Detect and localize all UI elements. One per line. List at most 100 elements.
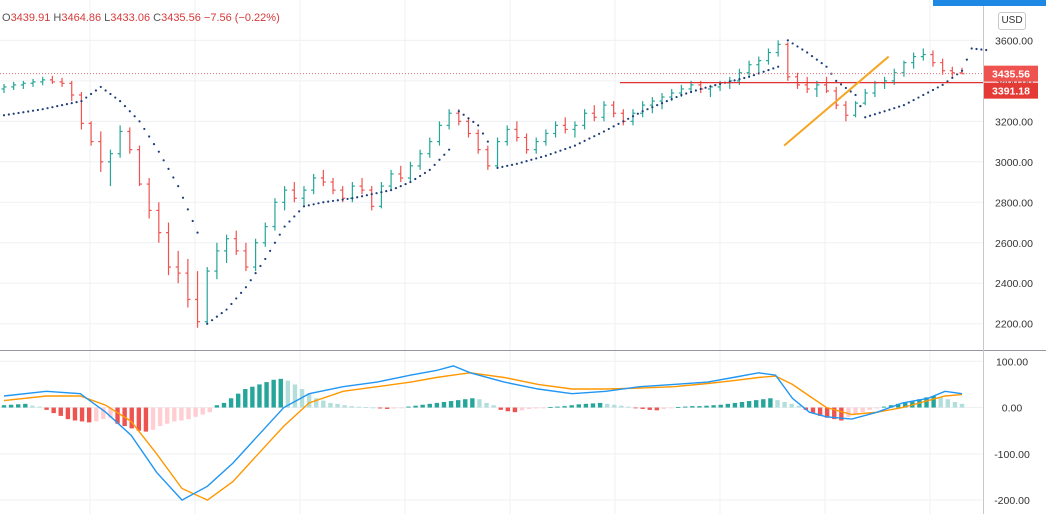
sar-dot bbox=[738, 78, 741, 81]
macd-histogram-bar bbox=[321, 400, 326, 408]
change-value: −7.56 (−0.22%) bbox=[203, 12, 280, 24]
ohlc-bar bbox=[243, 242, 249, 272]
ohlc-bar bbox=[514, 121, 520, 142]
sar-dot bbox=[656, 104, 659, 107]
ohlc-bar bbox=[920, 48, 926, 61]
sar-dot bbox=[902, 104, 906, 107]
macd-histogram-bar bbox=[690, 406, 695, 408]
ohlc-bar bbox=[59, 77, 65, 87]
macd-histogram-bar bbox=[683, 406, 688, 408]
macd-histogram-bar bbox=[8, 404, 14, 408]
macd-histogram-bar bbox=[427, 403, 432, 408]
macd-tick-label: 100.00 bbox=[996, 356, 1028, 368]
sar-dot bbox=[704, 86, 707, 89]
ohlc-bar bbox=[320, 169, 326, 187]
ohlc-bar bbox=[69, 80, 75, 102]
sar-dot bbox=[888, 108, 891, 111]
macd-histogram-bar bbox=[207, 407, 212, 413]
macd-histogram-bar bbox=[370, 407, 376, 409]
sar-dot bbox=[646, 108, 649, 111]
hline-price-tag: 3391.18 bbox=[984, 82, 1038, 99]
macd-histogram-bar bbox=[569, 405, 574, 408]
sar-dot bbox=[389, 189, 393, 192]
sar-dot bbox=[743, 76, 746, 80]
ohlc-bar bbox=[88, 121, 94, 146]
macd-histogram-bar bbox=[257, 384, 262, 408]
high-label: H bbox=[53, 12, 62, 24]
sar-dot bbox=[588, 137, 591, 140]
sar-dot bbox=[806, 51, 809, 54]
macd-line bbox=[3, 365, 963, 501]
sar-dot bbox=[651, 106, 654, 109]
macd-histogram-bar bbox=[115, 407, 120, 424]
macd-histogram-bar bbox=[477, 399, 482, 408]
sar-dot bbox=[612, 125, 615, 128]
sar-dot bbox=[772, 67, 775, 70]
price-tick-label: 2600.00 bbox=[995, 238, 1033, 250]
sar-dot bbox=[810, 54, 814, 58]
ohlc-bar bbox=[553, 121, 559, 138]
sar-dot bbox=[544, 154, 547, 157]
macd-histogram-bar bbox=[108, 407, 113, 418]
sar-dot bbox=[206, 322, 209, 325]
macd-histogram-bar bbox=[186, 407, 191, 420]
sar-dot bbox=[568, 146, 572, 149]
sar-dot bbox=[41, 108, 44, 111]
macd-histogram-bar bbox=[101, 407, 106, 420]
macd-histogram-bar bbox=[30, 405, 35, 408]
price-tick-label: 3600.00 bbox=[995, 35, 1033, 47]
ohlc-bar bbox=[40, 76, 46, 86]
macd-histogram-bar bbox=[562, 406, 567, 408]
macd-histogram-bar bbox=[200, 407, 205, 415]
macd-pane[interactable] bbox=[1, 365, 965, 501]
ohlc-bar bbox=[533, 137, 539, 154]
sar-dot bbox=[448, 148, 451, 151]
open-label: O bbox=[2, 12, 11, 24]
sar-dot bbox=[12, 112, 15, 115]
macd-histogram-bar bbox=[285, 380, 291, 408]
sar-dot bbox=[714, 84, 717, 87]
ohlc-legend: O3439.91 H3464.86 L3433.06 C3435.56 −7.5… bbox=[2, 12, 280, 24]
sar-dot bbox=[36, 108, 39, 112]
macd-histogram-bar bbox=[306, 393, 312, 408]
ohlc-bar bbox=[475, 129, 481, 154]
sar-dot bbox=[641, 110, 644, 113]
ohlc-bar bbox=[853, 101, 859, 118]
macd-histogram-bar bbox=[157, 407, 163, 427]
ohlc-bar bbox=[407, 161, 413, 183]
macd-histogram-bar bbox=[604, 403, 610, 408]
sar-dot bbox=[927, 91, 930, 94]
macd-histogram-bar bbox=[463, 399, 468, 408]
currency-button[interactable]: USD bbox=[998, 12, 1026, 30]
macd-histogram-bar bbox=[448, 401, 454, 408]
macd-histogram-bar bbox=[761, 399, 766, 408]
ohlc-bar bbox=[204, 267, 210, 324]
macd-histogram-bar bbox=[51, 407, 56, 414]
price-tick-label: 2400.00 bbox=[995, 278, 1033, 290]
hline-price-tag-text: 3391.18 bbox=[992, 86, 1030, 98]
macd-histogram-bar bbox=[271, 379, 276, 408]
sar-dot bbox=[685, 92, 688, 95]
macd-histogram-bar bbox=[952, 401, 958, 408]
sar-dot bbox=[486, 140, 489, 143]
sar-dot bbox=[331, 199, 335, 203]
ohlc-bar bbox=[291, 182, 297, 203]
ohlc-bar bbox=[1, 83, 7, 93]
ohlc-bar bbox=[136, 145, 142, 187]
macd-histogram-bar bbox=[342, 405, 347, 408]
ohlc-bar bbox=[620, 109, 626, 126]
macd-histogram-bar bbox=[314, 398, 319, 408]
price-pane[interactable] bbox=[0, 39, 988, 328]
sar-dot bbox=[535, 157, 538, 160]
sar-dot bbox=[317, 202, 320, 205]
sar-dot bbox=[496, 166, 499, 169]
sar-dot bbox=[346, 197, 349, 201]
ohlc-bar bbox=[572, 121, 578, 138]
ohlc-bar bbox=[862, 88, 868, 106]
price-axis[interactable]: 2200.00 2400.00 2600.00 2800.00 3000.00 3200.… bbox=[984, 35, 1038, 507]
sar-dot bbox=[573, 144, 577, 147]
sar-dot bbox=[583, 139, 586, 142]
sar-dot bbox=[598, 132, 601, 135]
